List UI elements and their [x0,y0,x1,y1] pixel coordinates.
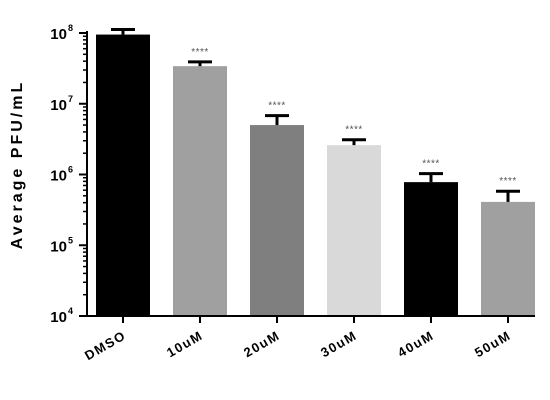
y-tick-label: 108 [50,23,73,43]
y-tick-base: 10 [50,309,67,326]
y-tick-base: 10 [50,97,67,114]
y-tick-label: 104 [50,306,73,326]
y-axis-title: Average PFU/mL [9,80,26,249]
y-tick-base: 10 [50,26,67,43]
y-tick-base: 10 [50,168,67,185]
x-tick-label: DMSO [82,328,128,363]
significance-label: **** [345,125,363,136]
x-tick-label: 50uM [472,328,513,361]
x-tick-label: 20uM [241,328,282,361]
y-tick-label: 107 [50,94,73,114]
bar-10um [173,66,227,317]
x-tick-label: 30uM [318,328,359,361]
bar-30um [327,145,381,316]
significance-label: **** [268,101,286,112]
y-tick-exponent: 4 [68,306,73,316]
bar-50um [481,201,535,316]
y-tick-exponent: 5 [68,235,73,245]
x-tick-label: 40uM [395,328,436,361]
y-tick-exponent: 6 [68,165,73,175]
significance-label: **** [422,159,440,170]
bar-40um [404,182,458,316]
bar-20um [250,125,304,316]
bar-dmso [96,34,150,317]
x-axis: DMSO 10uM 20uM 30uM 40uM 50uM [82,315,535,363]
y-tick-exponent: 7 [68,94,73,104]
y-tick-label: 106 [50,165,73,185]
x-tick-label: 10uM [164,328,205,361]
significance-label: **** [191,47,209,58]
significance-label: **** [499,176,517,187]
y-tick-base: 10 [50,238,67,255]
y-tick-exponent: 8 [68,23,73,33]
y-tick-label: 105 [50,235,73,255]
bars: **** **** **** **** **** [96,28,535,317]
